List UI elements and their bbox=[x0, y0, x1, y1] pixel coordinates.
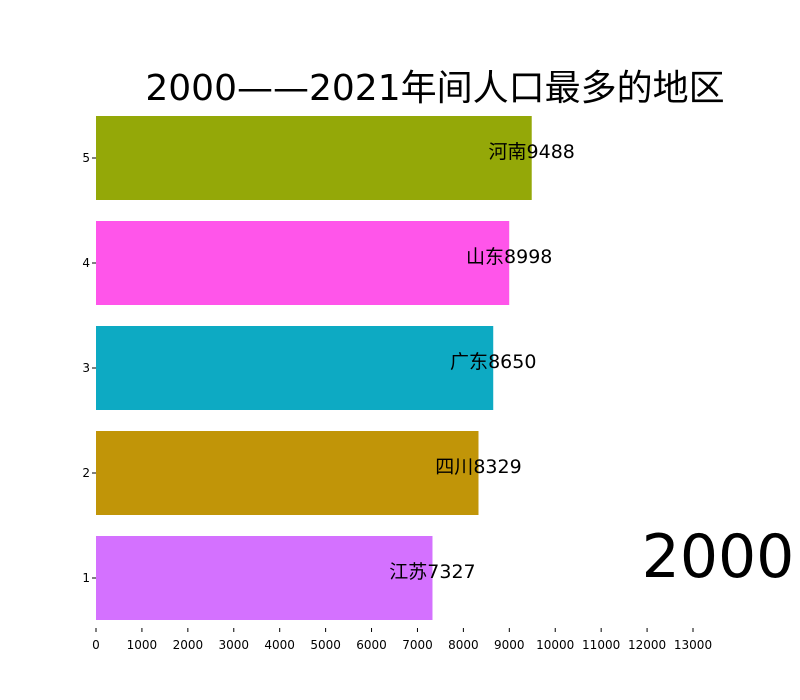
rank-axis: 5 4 3 2 1 bbox=[82, 151, 96, 585]
bar-region-1: 江苏 bbox=[389, 561, 427, 583]
rank-tick-label-5: 5 bbox=[82, 151, 90, 165]
bar-label-2: 四川8329 bbox=[435, 456, 521, 478]
rank-tick-label-3: 3 bbox=[82, 361, 90, 375]
x-tick-label-1000: 1000 bbox=[127, 638, 158, 652]
bars-group: 河南9488 山东8998 广东8650 四川8329 江苏7327 bbox=[96, 116, 575, 620]
x-tick-label-11000: 11000 bbox=[582, 638, 620, 652]
bar-2 bbox=[96, 431, 479, 515]
x-tick-label-7000: 7000 bbox=[402, 638, 433, 652]
rank-tick-label-1: 1 bbox=[82, 571, 90, 585]
bar-label-4: 山东8998 bbox=[466, 246, 552, 268]
bar-3 bbox=[96, 326, 494, 410]
x-tick-label-9000: 9000 bbox=[494, 638, 525, 652]
bar-value-2: 8329 bbox=[473, 456, 521, 478]
x-tick-label-0: 0 bbox=[92, 638, 100, 652]
bar-5 bbox=[96, 116, 532, 200]
bar-value-4: 8998 bbox=[504, 246, 552, 268]
bar-region-3: 广东 bbox=[450, 351, 488, 373]
x-tick-label-5000: 5000 bbox=[310, 638, 341, 652]
x-tick-label-4000: 4000 bbox=[264, 638, 295, 652]
bar-value-1: 7327 bbox=[427, 561, 475, 583]
x-tick-label-3000: 3000 bbox=[218, 638, 249, 652]
x-axis: 0 1000 2000 3000 4000 5000 6000 7000 8000 9000 100… bbox=[92, 628, 712, 652]
bar-region-4: 山东 bbox=[466, 246, 504, 268]
bar-value-3: 8650 bbox=[488, 351, 536, 373]
bar-1 bbox=[96, 536, 433, 620]
x-tick-label-12000: 12000 bbox=[628, 638, 666, 652]
rank-tick-label-4: 4 bbox=[82, 256, 90, 270]
bar-4 bbox=[96, 221, 510, 305]
bar-label-1: 江苏7327 bbox=[389, 561, 475, 583]
chart-title: 2000——2021年间人口最多的地区 bbox=[145, 68, 724, 109]
rank-tick-label-2: 2 bbox=[82, 466, 90, 480]
bar-region-5: 河南 bbox=[489, 141, 527, 163]
x-tick-label-2000: 2000 bbox=[173, 638, 204, 652]
bar-label-3: 广东8650 bbox=[450, 351, 536, 373]
year-label: 2000 bbox=[642, 522, 795, 592]
x-tick-label-10000: 10000 bbox=[536, 638, 574, 652]
x-tick-label-6000: 6000 bbox=[356, 638, 387, 652]
x-tick-label-8000: 8000 bbox=[448, 638, 479, 652]
bar-region-2: 四川 bbox=[435, 456, 473, 478]
bar-label-5: 河南9488 bbox=[489, 141, 575, 163]
bar-value-5: 9488 bbox=[527, 141, 575, 163]
x-tick-label-13000: 13000 bbox=[674, 638, 712, 652]
